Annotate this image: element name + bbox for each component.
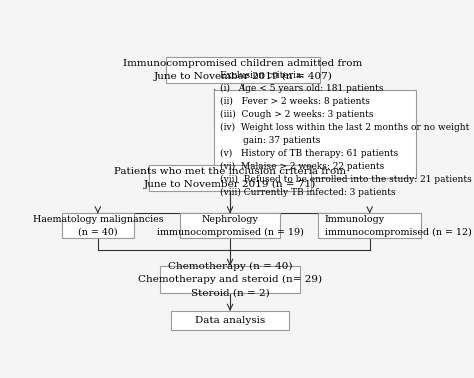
FancyBboxPatch shape <box>166 57 320 83</box>
Text: Chemotherapy (n = 40)
Chemotherapy and steroid (n= 29)
Steroid (n = 2): Chemotherapy (n = 40) Chemotherapy and s… <box>138 262 322 297</box>
Text: Exclusion criteria:
(i)   Age < 5 years old: 181 patients
(ii)   Fever > 2 weeks: Exclusion criteria: (i) Age < 5 years ol… <box>220 71 472 197</box>
FancyBboxPatch shape <box>160 266 300 293</box>
Text: Haematology malignancies
(n = 40): Haematology malignancies (n = 40) <box>33 215 163 237</box>
Text: Immunocompromised children admitted from
June to November 2019 (n = 407): Immunocompromised children admitted from… <box>123 59 363 81</box>
Text: Immunology
immunocompromised (n = 12): Immunology immunocompromised (n = 12) <box>325 215 472 237</box>
Text: Patients who met the inclusion criteria from
June to November 2019 (n = 71): Patients who met the inclusion criteria … <box>114 167 346 189</box>
FancyBboxPatch shape <box>62 214 134 238</box>
FancyBboxPatch shape <box>171 311 289 330</box>
FancyBboxPatch shape <box>318 214 421 238</box>
FancyBboxPatch shape <box>181 214 280 238</box>
FancyBboxPatch shape <box>213 90 416 178</box>
Text: Nephrology
immunocompromised (n = 19): Nephrology immunocompromised (n = 19) <box>156 215 303 237</box>
Text: Data analysis: Data analysis <box>195 316 265 325</box>
FancyBboxPatch shape <box>149 165 311 191</box>
